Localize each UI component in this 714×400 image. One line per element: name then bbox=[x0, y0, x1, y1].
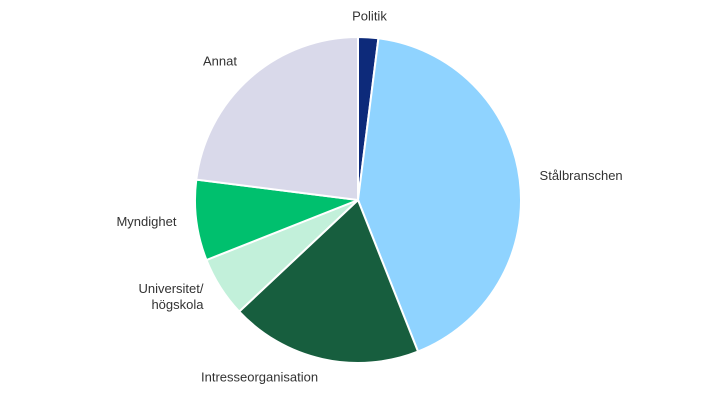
slice-label: Politik bbox=[352, 9, 387, 24]
pie-slice bbox=[356, 37, 522, 353]
pie-slice bbox=[195, 35, 359, 202]
slice-label: Myndighet bbox=[116, 214, 176, 229]
slice-label-line: Politik bbox=[352, 9, 387, 24]
slice-label-line: Intresseorganisation bbox=[201, 370, 318, 385]
slice-label-line: Stålbranschen bbox=[540, 169, 623, 184]
slice-label-line: högskola bbox=[151, 297, 204, 312]
slice-label-line: Universitet/ bbox=[138, 281, 203, 296]
slice-label-line: Annat bbox=[203, 54, 237, 69]
slice-label: Intresseorganisation bbox=[201, 370, 318, 385]
slice-label-line: Myndighet bbox=[116, 214, 176, 229]
slice-label: Universitet/högskola bbox=[138, 281, 204, 312]
pie-slice bbox=[237, 198, 420, 364]
slice-label: Stålbranschen bbox=[540, 169, 623, 184]
slice-label: Annat bbox=[203, 54, 237, 69]
